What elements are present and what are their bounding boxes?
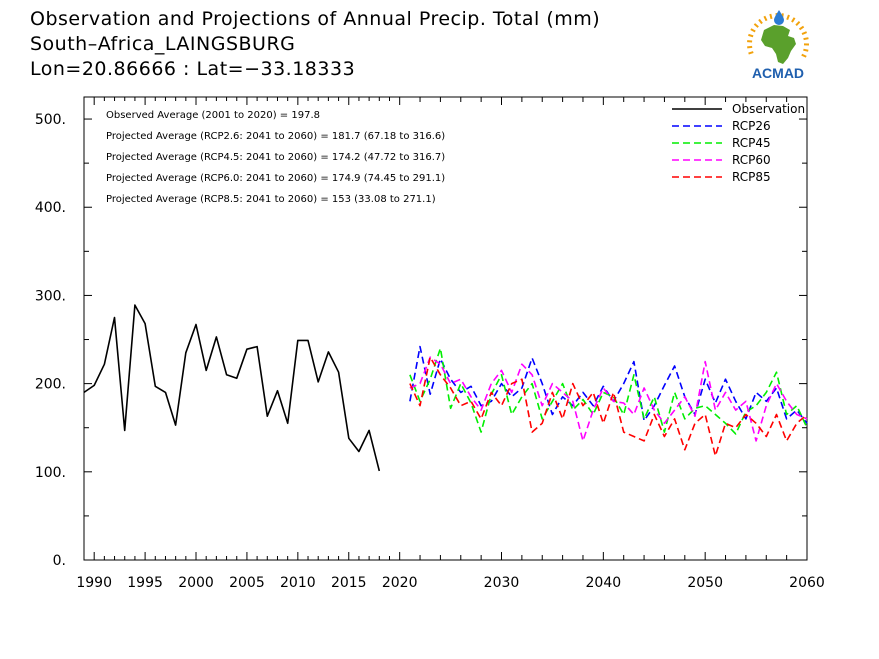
x-tick-label: 2050 <box>687 575 723 591</box>
chart-legend: Observation RCP26 RCP45 RCP60 RCP85 <box>672 102 805 184</box>
x-tick-label: 2005 <box>229 575 265 591</box>
chart-annotations: Observed Average (2001 to 2020) = 197.8 P… <box>106 110 445 205</box>
y-tick-label: 0. <box>53 553 66 569</box>
legend-label: RCP60 <box>732 153 771 167</box>
acmad-logo: ACMAD <box>738 8 818 83</box>
x-tick-label: 2015 <box>331 575 367 591</box>
sun-ray <box>803 48 809 52</box>
legend-label: RCP85 <box>732 170 771 184</box>
water-drop-icon <box>774 10 784 25</box>
series-line-rcp26 <box>409 345 808 424</box>
x-tick-label: 1990 <box>76 575 112 591</box>
x-tick-label: 2010 <box>280 575 316 591</box>
series-line-observation <box>83 304 381 472</box>
y-tick-label: 400. <box>35 200 66 216</box>
y-tick-label: 300. <box>35 288 66 304</box>
sun-ray <box>750 28 756 33</box>
annotation-line: Projected Average (RCP2.6: 2041 to 2060)… <box>106 131 445 142</box>
sun-ray <box>763 15 768 22</box>
sun-ray <box>803 37 809 41</box>
x-tick-label: 2040 <box>586 575 622 591</box>
sun-ray <box>801 53 807 58</box>
chart-series <box>83 304 808 472</box>
series-line-rcp85 <box>409 356 808 457</box>
station-coordinates: Lon=20.86666 : Lat=−33.18333 <box>30 58 356 80</box>
chart-title: Observation and Projections of Annual Pr… <box>30 8 601 30</box>
sun-ray <box>798 25 805 31</box>
x-tick-label: 2030 <box>484 575 520 591</box>
x-tick-label: 2020 <box>382 575 418 591</box>
sun-ray <box>753 23 759 28</box>
sun-ray <box>795 21 801 27</box>
station-name: South–Africa_LAINGSBURG <box>30 33 296 55</box>
x-tick-label: 2060 <box>789 575 825 591</box>
acmad-logo-text: ACMAD <box>752 65 804 81</box>
sun-ray <box>747 45 753 49</box>
sun-ray <box>791 17 796 23</box>
chart-axes: 0. 100. 200. 300. 400. 500. 1990 1995 2000 2005 20… <box>35 96 825 591</box>
legend-label: RCP45 <box>732 136 771 150</box>
x-tick-label: 2000 <box>178 575 214 591</box>
sun-ray <box>758 18 763 25</box>
series-line-rcp60 <box>409 356 808 442</box>
annotation-line: Projected Average (RCP4.5: 2041 to 2060)… <box>106 152 445 163</box>
sun-ray <box>769 13 773 20</box>
sun-ray <box>748 51 754 55</box>
x-tick-label: 1995 <box>127 575 163 591</box>
plot-frame <box>83 96 808 561</box>
sun-ray <box>748 33 754 38</box>
sun-rays-icon <box>747 12 810 58</box>
series-line-rcp45 <box>409 347 808 435</box>
y-tick-label: 100. <box>35 465 66 481</box>
annotation-line: Projected Average (RCP8.5: 2041 to 2060)… <box>106 194 436 205</box>
sun-ray <box>801 31 808 35</box>
y-tick-label: 500. <box>35 112 66 128</box>
sun-ray <box>786 14 790 21</box>
legend-label: RCP26 <box>732 119 771 133</box>
y-tick-label: 200. <box>35 377 66 393</box>
legend-label: Observation <box>732 102 805 116</box>
annotation-line: Projected Average (RCP6.0: 2041 to 2060)… <box>106 173 445 184</box>
africa-map-icon <box>761 25 796 64</box>
annotation-line: Observed Average (2001 to 2020) = 197.8 <box>106 110 320 121</box>
